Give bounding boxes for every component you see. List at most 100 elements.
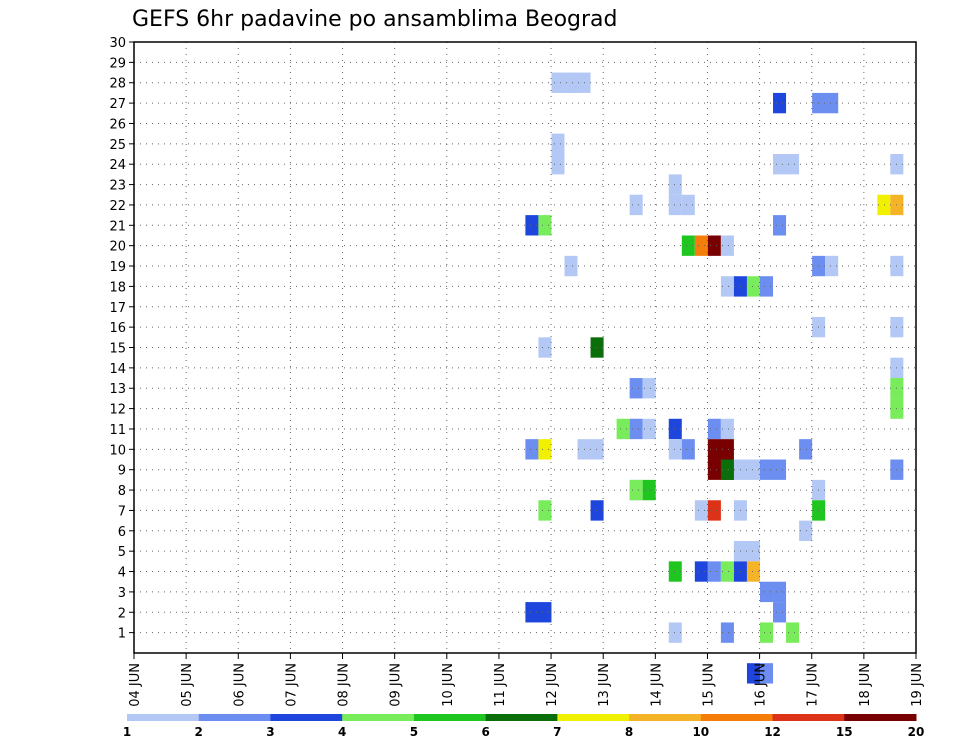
legend-label: 8 [625, 725, 633, 739]
legend-swatch [629, 714, 702, 721]
heatmap-cell [564, 255, 578, 277]
x-tick-label: 19 JUN [910, 663, 925, 707]
heatmap-cell [759, 581, 774, 603]
y-axis-ticks: 1234567891011121314151617181920212223242… [109, 36, 134, 642]
y-tick-label: 17 [109, 301, 126, 316]
x-tick-label: 11 JUN [493, 663, 508, 707]
heatmap-cell [773, 92, 787, 114]
legend-label: 7 [553, 725, 561, 739]
heatmap-cell [551, 133, 565, 155]
y-tick-label: 20 [109, 240, 126, 255]
y-tick-label: 14 [109, 362, 126, 377]
legend-swatch [772, 714, 845, 721]
heatmap-cell [773, 215, 787, 236]
legend-swatch [700, 714, 774, 721]
heatmap-cell [812, 92, 839, 114]
heatmap-cell [642, 479, 656, 501]
heatmap-cell [681, 235, 695, 256]
color-legend: 1 2 3 4 5 6 7 8 10 12 15 20 [123, 714, 925, 739]
x-tick-label: 10 JUN [441, 663, 456, 707]
y-tick-label: 21 [109, 219, 126, 234]
y-tick-label: 1 [118, 627, 126, 642]
heatmap-cells [525, 72, 904, 684]
heatmap-cell [707, 500, 721, 521]
y-tick-label: 6 [118, 525, 126, 540]
heatmap-cell [759, 663, 774, 684]
heatmap-cell [525, 439, 539, 460]
legend-swatch [198, 714, 271, 721]
y-tick-label: 4 [118, 566, 126, 581]
heatmap-cell [759, 276, 774, 297]
y-tick-label: 16 [109, 321, 126, 336]
legend-label: 3 [266, 725, 274, 739]
heatmap-cell [629, 479, 643, 501]
y-tick-label: 3 [118, 586, 126, 601]
grid-lines [134, 41, 916, 653]
heatmap-cell [629, 194, 643, 216]
heatmap-cell [668, 561, 682, 582]
heatmap-cell [681, 439, 695, 460]
heatmap-cell [720, 561, 734, 582]
heatmap-cell [525, 215, 539, 236]
heatmap-cell [773, 602, 787, 623]
y-tick-label: 5 [118, 545, 126, 560]
x-tick-label: 13 JUN [597, 663, 612, 707]
y-tick-label: 25 [109, 138, 126, 153]
heatmap-cell [668, 622, 682, 643]
heatmap-cell [538, 215, 552, 236]
heatmap-cell [773, 154, 800, 175]
legend-label: 2 [195, 725, 203, 739]
legend-label: 20 [908, 725, 925, 739]
heatmap-cell [538, 500, 552, 521]
legend-label: 6 [481, 725, 489, 739]
heatmap-cell [786, 622, 800, 643]
heatmap-cell [564, 72, 591, 93]
heatmap-cell [799, 520, 813, 541]
heatmap-cell [825, 255, 839, 277]
y-tick-label: 15 [109, 342, 126, 357]
legend-label: 12 [764, 725, 781, 739]
heatmap-cell [642, 418, 656, 440]
y-tick-label: 2 [118, 606, 126, 621]
x-tick-label: 08 JUN [337, 663, 352, 707]
legend-swatch [485, 714, 558, 721]
heatmap-cell [720, 622, 734, 643]
heatmap-cell [694, 235, 708, 256]
legend-label: 10 [692, 725, 709, 739]
legend-label: 4 [338, 725, 346, 739]
y-tick-label: 28 [109, 77, 126, 92]
legend-swatch [127, 714, 200, 721]
heatmap-cell [642, 378, 656, 399]
heatmap-cell [590, 337, 604, 358]
heatmap-cell [707, 418, 721, 440]
x-tick-label: 14 JUN [649, 663, 664, 707]
x-axis-ticks: 04 JUN 05 JUN 06 JUN 07 JUN 08 JUN 09 JUN 10 J… [128, 653, 925, 707]
x-tick-label: 12 JUN [545, 663, 560, 707]
x-tick-label: 18 JUN [858, 663, 873, 707]
heatmap-cell [707, 439, 734, 460]
heatmap-cell [799, 439, 813, 460]
legend-swatch [342, 714, 415, 721]
legend-swatch [270, 714, 343, 721]
heatmap-cell [668, 194, 682, 216]
heatmap-cell [590, 500, 604, 521]
heatmap-cell [629, 378, 643, 399]
legend-label: 1 [123, 725, 131, 739]
heatmap-cell [525, 602, 552, 623]
y-tick-label: 23 [109, 179, 126, 194]
heatmap-cell [681, 194, 695, 216]
heatmap-cell [538, 439, 552, 460]
y-tick-label: 27 [109, 97, 126, 112]
chart-title: GEFS 6hr padavine po ansamblima Beograd [132, 7, 618, 32]
heatmap-cell [720, 459, 734, 480]
heatmap-cell [759, 459, 787, 480]
heatmap-cell [773, 581, 787, 603]
heatmap-cell [720, 235, 734, 256]
heatmap-cell [629, 418, 643, 440]
heatmap-cell [538, 337, 552, 358]
legend-swatch [413, 714, 487, 721]
y-tick-label: 19 [109, 260, 126, 275]
x-tick-label: 17 JUN [806, 663, 821, 707]
heatmap-cell [877, 194, 891, 216]
